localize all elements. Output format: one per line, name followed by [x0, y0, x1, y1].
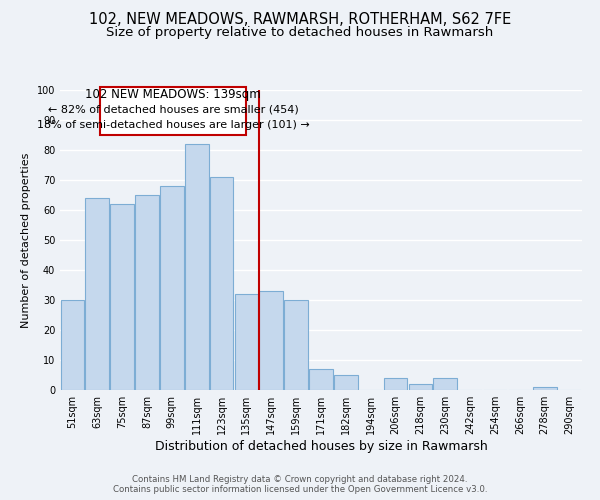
Y-axis label: Number of detached properties: Number of detached properties — [21, 152, 31, 328]
Text: Contains public sector information licensed under the Open Government Licence v3: Contains public sector information licen… — [113, 485, 487, 494]
Bar — [284, 300, 308, 390]
Bar — [384, 378, 407, 390]
Bar — [210, 177, 233, 390]
X-axis label: Distribution of detached houses by size in Rawmarsh: Distribution of detached houses by size … — [155, 440, 487, 453]
Bar — [309, 369, 333, 390]
Text: Contains HM Land Registry data © Crown copyright and database right 2024.: Contains HM Land Registry data © Crown c… — [132, 475, 468, 484]
Bar — [235, 294, 258, 390]
Bar — [533, 387, 557, 390]
Bar — [110, 204, 134, 390]
FancyBboxPatch shape — [100, 87, 247, 135]
Bar — [135, 195, 159, 390]
Bar — [185, 144, 209, 390]
Bar — [85, 198, 109, 390]
Bar — [259, 291, 283, 390]
Bar — [433, 378, 457, 390]
Bar — [334, 375, 358, 390]
Bar — [409, 384, 432, 390]
Bar — [61, 300, 84, 390]
Text: ← 82% of detached houses are smaller (454): ← 82% of detached houses are smaller (45… — [48, 104, 298, 115]
Bar — [160, 186, 184, 390]
Text: 102, NEW MEADOWS, RAWMARSH, ROTHERHAM, S62 7FE: 102, NEW MEADOWS, RAWMARSH, ROTHERHAM, S… — [89, 12, 511, 28]
Text: 18% of semi-detached houses are larger (101) →: 18% of semi-detached houses are larger (… — [37, 120, 310, 130]
Text: Size of property relative to detached houses in Rawmarsh: Size of property relative to detached ho… — [106, 26, 494, 39]
Text: 102 NEW MEADOWS: 139sqm: 102 NEW MEADOWS: 139sqm — [85, 88, 261, 101]
